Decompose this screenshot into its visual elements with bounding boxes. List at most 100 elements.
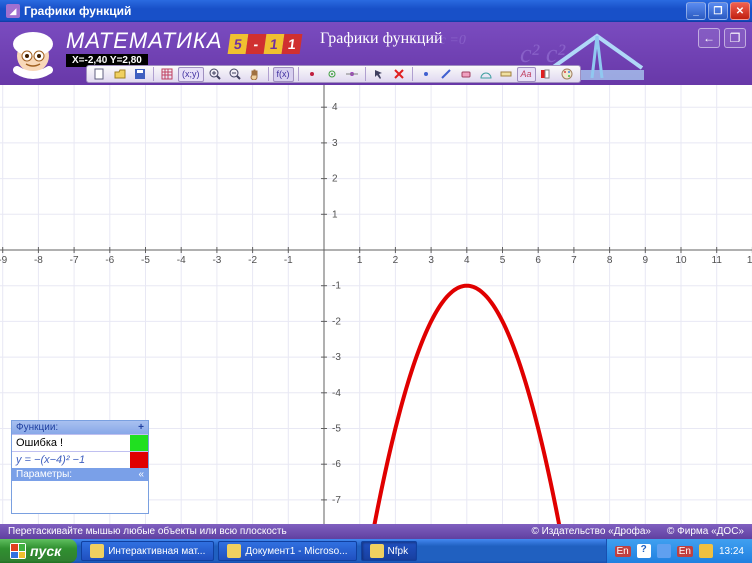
status-bar: Перетаскивайте мышью любые объекты или в… xyxy=(0,524,752,539)
params-body xyxy=(12,481,148,513)
task-icon xyxy=(227,544,241,558)
protractor-icon[interactable] xyxy=(477,67,495,82)
logo: МАТЕМАТИКА 5 - 1 1 xyxy=(66,28,301,54)
start-button[interactable]: пуск xyxy=(0,539,77,563)
zoom-out-icon[interactable] xyxy=(226,67,244,82)
line-tool-icon[interactable] xyxy=(437,67,455,82)
taskbar-button[interactable]: Документ1 - Microso... xyxy=(218,541,356,561)
svg-text:1: 1 xyxy=(332,209,338,220)
function-row[interactable]: y = −(x−4)² −1 xyxy=(12,451,148,468)
svg-text:-5: -5 xyxy=(141,255,150,266)
svg-text:-6: -6 xyxy=(105,255,114,266)
toolbar-sep xyxy=(412,67,413,81)
windows-logo-icon xyxy=(10,543,26,559)
ruler-icon[interactable] xyxy=(497,67,515,82)
system-tray[interactable]: En ? En 13:24 xyxy=(606,539,752,563)
window-titlebar: ◢ Графики функций _ ❐ ✕ xyxy=(0,0,752,22)
color-swatch[interactable] xyxy=(130,452,148,468)
svg-text:-8: -8 xyxy=(34,255,43,266)
svg-text:-2: -2 xyxy=(332,316,341,327)
svg-text:-9: -9 xyxy=(0,255,8,266)
tray-shield-icon[interactable] xyxy=(699,544,713,558)
point-tool-icon[interactable] xyxy=(303,67,321,82)
add-function-icon[interactable]: + xyxy=(138,422,144,433)
svg-text:4: 4 xyxy=(332,102,338,113)
svg-text:2: 2 xyxy=(332,174,338,185)
pointer-icon[interactable] xyxy=(370,67,388,82)
svg-text:10: 10 xyxy=(675,255,687,266)
svg-text:-4: -4 xyxy=(177,255,186,266)
taskbar: пуск Интерактивная мат... Документ1 - Mic… xyxy=(0,539,752,563)
dot-tool-icon[interactable] xyxy=(417,67,435,82)
task-label: Интерактивная мат... xyxy=(108,546,205,557)
tray-volume-icon[interactable] xyxy=(657,544,671,558)
collapse-icon[interactable]: « xyxy=(138,469,144,480)
window-title: Графики функций xyxy=(24,4,686,18)
toolbar: (x;y) f(x) Aa xyxy=(86,65,581,83)
tray-lang2[interactable]: En xyxy=(677,546,693,557)
svg-text:4: 4 xyxy=(464,255,470,266)
minimize-button[interactable]: _ xyxy=(686,2,706,20)
maximize-button[interactable]: ❐ xyxy=(708,2,728,20)
svg-text:-7: -7 xyxy=(70,255,79,266)
mascot-icon xyxy=(2,26,64,82)
function-formula-label: y = −(x−4)² −1 xyxy=(12,452,130,468)
svg-text:7: 7 xyxy=(571,255,577,266)
page-title: Графики функций xyxy=(320,30,443,48)
function-panel-title: Функции: xyxy=(16,422,58,433)
toolbar-sep xyxy=(365,67,366,81)
flag-icon[interactable] xyxy=(538,67,556,82)
toolbar-sep xyxy=(298,67,299,81)
function-panel[interactable]: Функции: + Ошибка ! y = −(x−4)² −1 Парам… xyxy=(11,420,149,514)
graph-canvas[interactable]: -9-8-7-6-5-4-3-2-1123456789101112-8-7-6-… xyxy=(0,85,752,524)
close-button[interactable]: ✕ xyxy=(730,2,750,20)
delete-icon[interactable] xyxy=(390,67,408,82)
svg-text:12: 12 xyxy=(747,255,752,266)
hand-icon[interactable] xyxy=(246,67,264,82)
svg-text:-5: -5 xyxy=(332,424,341,435)
task-label: Документ1 - Microso... xyxy=(245,546,347,557)
grid-icon[interactable] xyxy=(158,67,176,82)
function-panel-header: Функции: + xyxy=(12,421,148,434)
svg-text:-1: -1 xyxy=(284,255,293,266)
color-swatch[interactable] xyxy=(130,435,148,451)
svg-text:6: 6 xyxy=(535,255,541,266)
save-icon[interactable] xyxy=(131,67,149,82)
taskbar-button[interactable]: Интерактивная мат... xyxy=(81,541,214,561)
nav-buttons: ← ❐ xyxy=(698,28,746,48)
start-label: пуск xyxy=(30,543,61,559)
task-icon xyxy=(370,544,384,558)
svg-text:3: 3 xyxy=(332,138,338,149)
publisher-label: © Издательство «Дрофа» xyxy=(531,526,651,537)
toolbar-sep xyxy=(153,67,154,81)
logo-grades: 5 - 1 1 xyxy=(227,34,302,54)
window-buttons: _ ❐ ✕ xyxy=(686,2,750,20)
open-icon[interactable] xyxy=(111,67,129,82)
svg-text:-4: -4 xyxy=(332,388,341,399)
params-header: Параметры: « xyxy=(12,468,148,481)
task-icon xyxy=(90,544,104,558)
svg-text:-6: -6 xyxy=(332,459,341,470)
taskbar-button[interactable]: Nfpk xyxy=(361,541,418,561)
zoom-in-icon[interactable] xyxy=(206,67,224,82)
window-mode-button[interactable]: ❐ xyxy=(724,28,746,48)
svg-text:8: 8 xyxy=(607,255,613,266)
tray-lang[interactable]: En xyxy=(615,546,631,557)
anchor-point-icon[interactable] xyxy=(343,67,361,82)
tray-help-icon[interactable]: ? xyxy=(637,544,651,558)
logo-word: МАТЕМАТИКА xyxy=(66,28,223,54)
function-row[interactable]: Ошибка ! xyxy=(12,434,148,451)
color-palette-icon[interactable] xyxy=(558,67,576,82)
function-error-label: Ошибка ! xyxy=(12,435,130,451)
back-button[interactable]: ← xyxy=(698,28,720,48)
svg-text:-3: -3 xyxy=(332,352,341,363)
text-tool-button[interactable]: Aa xyxy=(517,67,536,82)
coord-button[interactable]: (x;y) xyxy=(178,67,204,82)
svg-text:11: 11 xyxy=(712,255,723,266)
free-point-icon[interactable] xyxy=(323,67,341,82)
svg-text:-2: -2 xyxy=(248,255,257,266)
new-icon[interactable] xyxy=(91,67,109,82)
function-button[interactable]: f(x) xyxy=(273,67,294,82)
eraser-icon[interactable] xyxy=(457,67,475,82)
app-icon: ◢ xyxy=(6,4,20,18)
